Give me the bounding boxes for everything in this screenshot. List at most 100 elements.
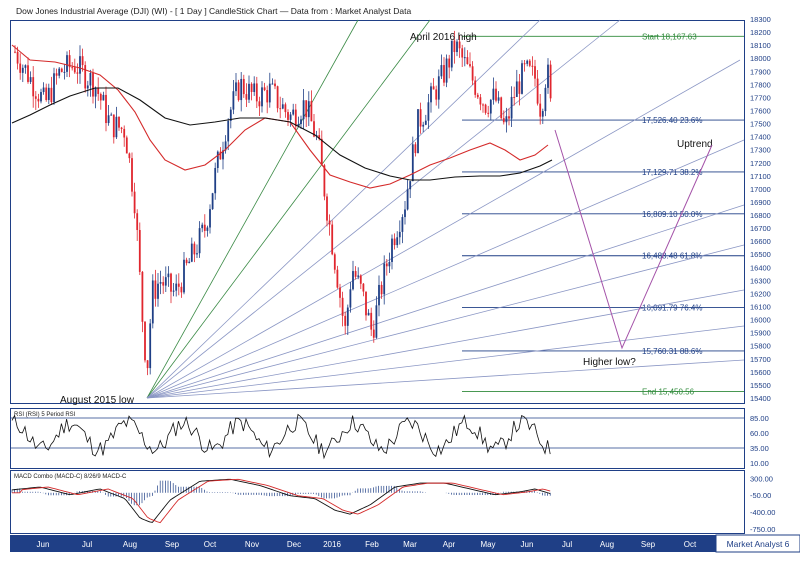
candle-body bbox=[437, 76, 440, 100]
candle-body bbox=[214, 167, 217, 194]
macd-tick-label: -50.00 bbox=[750, 491, 771, 500]
candle-body bbox=[526, 60, 529, 64]
price-tick-label: 17000 bbox=[750, 185, 771, 194]
gann-fan-group bbox=[146, 19, 745, 399]
fib-level-label: 16,809.10 50.0% bbox=[642, 210, 703, 219]
candle-body bbox=[255, 83, 258, 102]
candle-body bbox=[177, 283, 180, 287]
candle-body bbox=[29, 77, 32, 82]
candle-body bbox=[24, 65, 27, 68]
candle-body bbox=[79, 56, 81, 74]
candle-body bbox=[471, 66, 474, 81]
candle-body bbox=[274, 83, 276, 87]
macd-panel-frame bbox=[10, 470, 745, 534]
candle-body bbox=[232, 91, 235, 110]
price-tick-label: 15700 bbox=[750, 355, 771, 364]
candle-body bbox=[209, 209, 211, 228]
candle-body bbox=[406, 189, 409, 210]
candle-body bbox=[110, 114, 113, 116]
candle-body bbox=[222, 150, 224, 160]
candle-body bbox=[190, 243, 193, 262]
candle-body bbox=[120, 127, 123, 129]
time-tick-label: Jun bbox=[521, 540, 534, 549]
gann-fan-line bbox=[146, 325, 745, 399]
candle-body bbox=[71, 67, 74, 69]
candle-body bbox=[500, 97, 503, 119]
candle-body bbox=[411, 144, 414, 182]
candle-body bbox=[284, 104, 287, 113]
macd-tick-label: -750.00 bbox=[750, 525, 775, 534]
candle-body bbox=[354, 271, 357, 277]
candle-body bbox=[271, 83, 274, 85]
price-tick-label: 16900 bbox=[750, 198, 771, 207]
time-tick-label: Aug bbox=[123, 540, 137, 549]
candle-body bbox=[138, 230, 141, 272]
candle-body bbox=[482, 104, 484, 106]
gann-fan-line bbox=[146, 289, 745, 399]
time-tick-label: Jun bbox=[37, 540, 50, 549]
candle-body bbox=[250, 83, 253, 92]
candle-body bbox=[388, 261, 391, 267]
price-tick-label: 17100 bbox=[750, 172, 771, 181]
candle-body bbox=[211, 193, 214, 210]
macd-signal-line bbox=[12, 478, 551, 524]
time-tick-label: Aug bbox=[600, 540, 614, 549]
candle-body bbox=[193, 243, 196, 255]
candle-body bbox=[305, 100, 308, 118]
rsi-tick-label: 85.00 bbox=[750, 414, 769, 423]
candle-body bbox=[107, 115, 110, 124]
candle-body bbox=[21, 67, 24, 73]
candle-body bbox=[60, 68, 63, 72]
price-tick-label: 16100 bbox=[750, 303, 771, 312]
time-tick-label: Sep bbox=[165, 540, 180, 549]
time-tick-label: 2016 bbox=[323, 540, 341, 549]
fib-level-label: Start 18,167.63 bbox=[642, 32, 697, 41]
candle-body bbox=[536, 78, 539, 104]
fib-level-label: 17,526.40 23.6% bbox=[642, 116, 703, 125]
price-tick-label: 17700 bbox=[750, 93, 771, 102]
candle-body bbox=[266, 90, 269, 103]
candle-body bbox=[346, 307, 349, 326]
macd-tick-label: 300.00 bbox=[750, 474, 773, 483]
candle-body bbox=[508, 116, 510, 119]
candle-body bbox=[417, 109, 419, 154]
price-tick-label: 18100 bbox=[750, 41, 771, 50]
candle-body bbox=[401, 217, 404, 232]
candle-body bbox=[149, 323, 152, 369]
rsi-panel: RSI (RSI) 5 Period RSI 85.00 60.00 35.00 10.… bbox=[10, 412, 769, 468]
candle-body bbox=[435, 89, 438, 100]
candle-body bbox=[318, 135, 321, 139]
candle-body bbox=[313, 121, 315, 137]
candle-body bbox=[229, 109, 232, 121]
candle-body bbox=[133, 191, 136, 214]
candle-body bbox=[151, 280, 154, 324]
candle-body bbox=[292, 109, 295, 115]
candle-body bbox=[378, 284, 380, 306]
candle-body bbox=[216, 151, 219, 168]
candle-body bbox=[531, 65, 534, 67]
annotations-group: April 2016 high August 2015 low Uptrend Hig… bbox=[60, 32, 713, 406]
candle-body bbox=[76, 72, 79, 74]
candle-body bbox=[294, 109, 297, 127]
candle-body bbox=[281, 104, 284, 109]
candle-body bbox=[242, 78, 245, 95]
time-tick-label: Feb bbox=[365, 540, 379, 549]
candle-body bbox=[380, 284, 383, 295]
candle-body bbox=[497, 97, 500, 101]
candle-body bbox=[352, 271, 354, 290]
candle-body bbox=[287, 112, 289, 120]
time-tick-label: Jul bbox=[82, 540, 92, 549]
rsi-tick-label: 35.00 bbox=[750, 444, 769, 453]
candle-body bbox=[37, 98, 40, 102]
candle-body bbox=[404, 209, 406, 218]
candle-body bbox=[518, 81, 521, 94]
price-tick-label: 17900 bbox=[750, 67, 771, 76]
price-tick-label: 17800 bbox=[750, 80, 771, 89]
candle-body bbox=[367, 312, 370, 316]
price-tick-label: 16200 bbox=[750, 289, 771, 298]
candle-body bbox=[112, 114, 115, 138]
candle-body bbox=[128, 153, 131, 159]
candle-body bbox=[188, 261, 191, 264]
candle-body bbox=[170, 273, 172, 292]
